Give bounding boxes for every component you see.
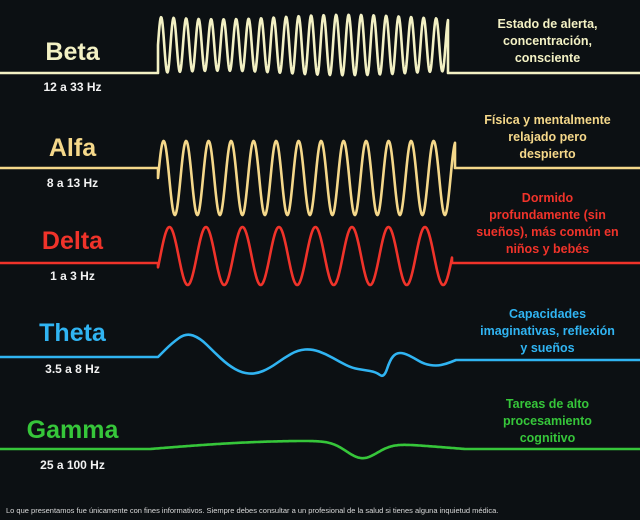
gamma-frequency: 25 a 100 Hz xyxy=(40,458,105,472)
beta-description: Estado de alerta, concentración, conscie… xyxy=(497,17,598,65)
beta-waveform xyxy=(0,13,640,77)
theta-waveform xyxy=(0,333,640,378)
delta-name: Delta xyxy=(41,227,104,255)
delta-description: Dormido profundamente (sin sueños), más … xyxy=(476,191,619,256)
delta-waveform xyxy=(0,225,640,287)
theta-description: Capacidades imaginativas, reflexión y su… xyxy=(480,307,615,355)
alfa-waveform xyxy=(0,139,640,217)
theta-frequency: 3.5 a 8 Hz xyxy=(45,362,100,376)
disclaimer-text: Lo que presentamos fue únicamente con fi… xyxy=(6,506,499,515)
gamma-description: Tareas de alto procesamiento cognitivo xyxy=(503,397,592,445)
alfa-name: Alfa xyxy=(48,134,97,162)
theta-name: Theta xyxy=(39,319,106,347)
delta-frequency: 1 a 3 Hz xyxy=(50,269,95,283)
alfa-description: Física y mentalmente relajado pero despi… xyxy=(484,113,611,161)
gamma-waveform xyxy=(0,439,640,460)
beta-frequency: 12 a 33 Hz xyxy=(43,80,102,94)
gamma-name: Gamma xyxy=(26,416,119,444)
alfa-frequency: 8 a 13 Hz xyxy=(46,176,99,190)
beta-name: Beta xyxy=(45,38,100,66)
